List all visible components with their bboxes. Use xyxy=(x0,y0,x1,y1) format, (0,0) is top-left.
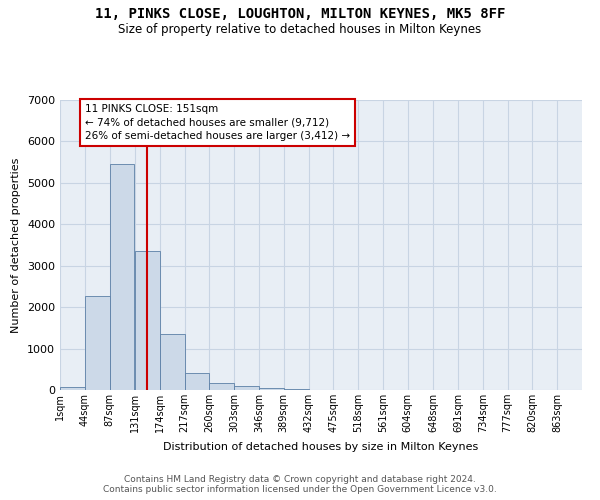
Bar xyxy=(110,164,134,390)
Bar xyxy=(209,383,234,390)
Bar xyxy=(259,388,284,390)
Bar xyxy=(234,386,259,390)
Text: Distribution of detached houses by size in Milton Keynes: Distribution of detached houses by size … xyxy=(163,442,479,452)
Bar xyxy=(284,389,308,390)
Text: Contains HM Land Registry data © Crown copyright and database right 2024.: Contains HM Land Registry data © Crown c… xyxy=(124,475,476,484)
Text: Contains public sector information licensed under the Open Government Licence v3: Contains public sector information licen… xyxy=(103,485,497,494)
Y-axis label: Number of detached properties: Number of detached properties xyxy=(11,158,22,332)
Text: Size of property relative to detached houses in Milton Keynes: Size of property relative to detached ho… xyxy=(118,22,482,36)
Bar xyxy=(135,251,160,390)
Bar xyxy=(60,387,85,390)
Bar xyxy=(85,296,110,390)
Text: 11, PINKS CLOSE, LOUGHTON, MILTON KEYNES, MK5 8FF: 11, PINKS CLOSE, LOUGHTON, MILTON KEYNES… xyxy=(95,8,505,22)
Bar xyxy=(185,374,209,390)
Bar xyxy=(160,334,185,390)
Text: 11 PINKS CLOSE: 151sqm
← 74% of detached houses are smaller (9,712)
26% of semi-: 11 PINKS CLOSE: 151sqm ← 74% of detached… xyxy=(85,104,350,141)
